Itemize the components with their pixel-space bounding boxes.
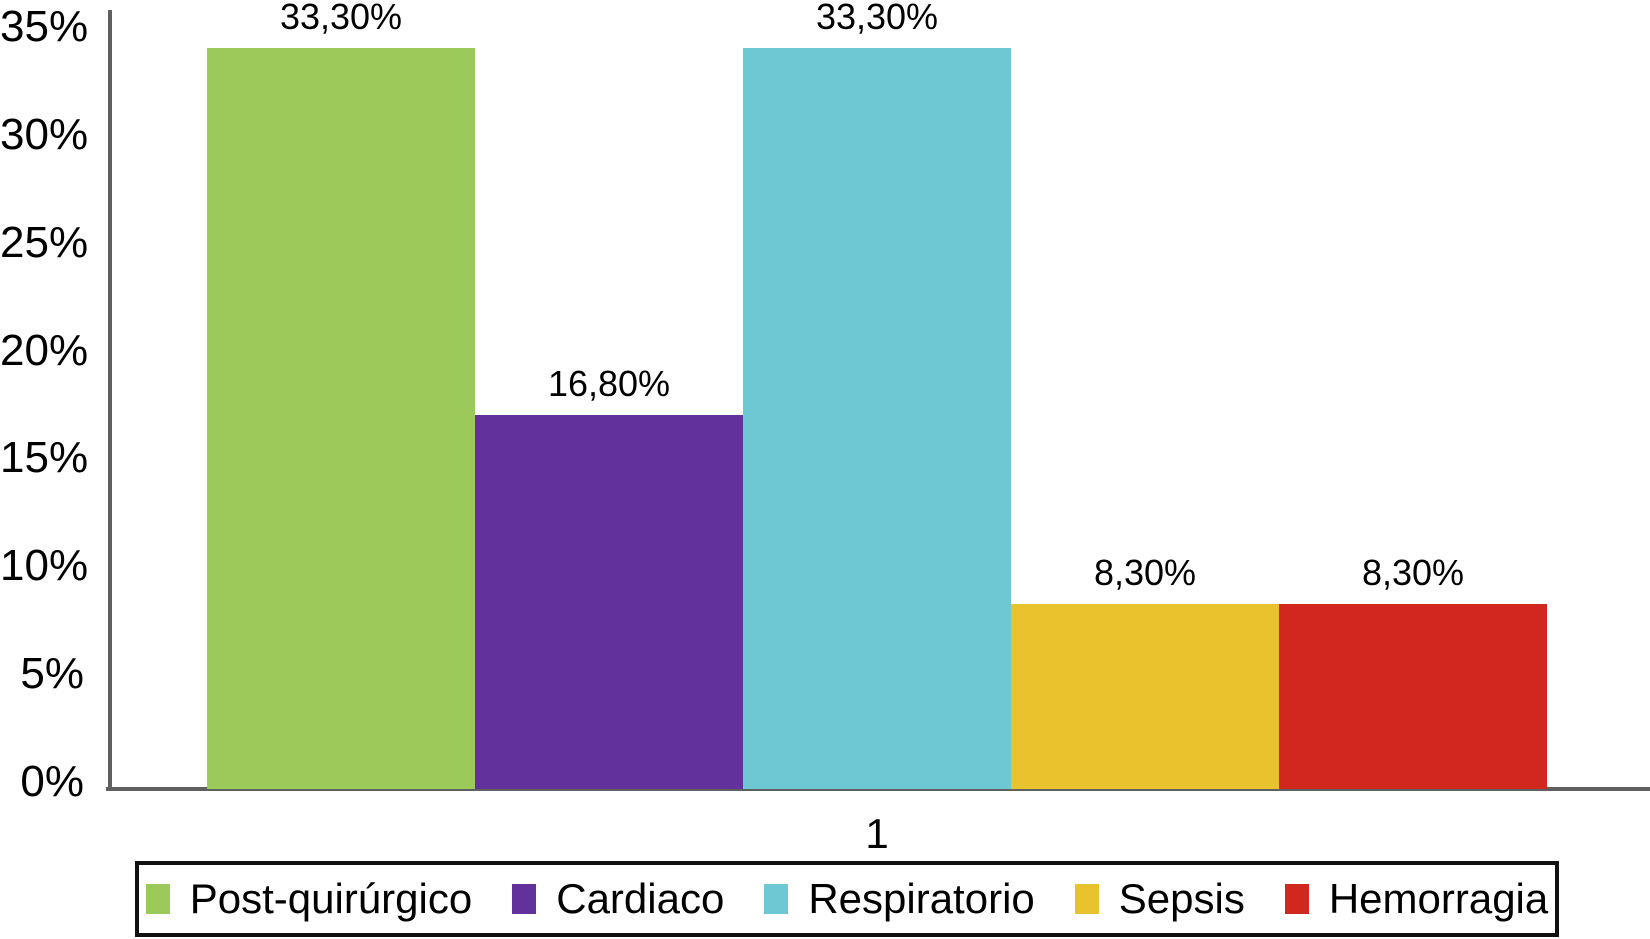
- legend-swatch-respiratorio-icon: [764, 884, 789, 914]
- legend-swatch-hemorragia-icon: [1284, 884, 1309, 914]
- legend-item-cardiaco: Cardiaco: [512, 876, 724, 922]
- bar-post-quirurgico: [207, 48, 475, 789]
- bar-value-label-respiratorio: 33,30%: [815, 0, 939, 37]
- x-axis-line: [106, 787, 1650, 791]
- legend-item-post-quirurgico: Post-quirúrgico: [145, 875, 473, 922]
- y-axis-tick-label-20: 20%: [0, 326, 89, 375]
- bar-value-label-post-quirurgico: 33,30%: [279, 0, 403, 37]
- legend-item-hemorragia: Hemorragia: [1284, 875, 1549, 922]
- bar-cardiaco: [475, 415, 743, 789]
- bar-hemorragia: [1279, 604, 1547, 789]
- bar-value-label-sepsis: 8,30%: [1093, 552, 1197, 593]
- y-axis-line: [108, 10, 112, 791]
- y-axis-tick-label-5: 5%: [20, 649, 84, 698]
- y-axis-tick-label-25: 25%: [0, 218, 89, 267]
- y-axis-tick-label-15: 15%: [0, 433, 89, 482]
- legend-label-respiratorio: Respiratorio: [808, 875, 1035, 922]
- x-axis-category-label: 1: [865, 810, 889, 857]
- legend-item-respiratorio: Respiratorio: [764, 875, 1035, 922]
- bar-sepsis: [1011, 604, 1279, 789]
- bar-respiratorio: [743, 48, 1011, 789]
- legend: Post-quirúrgico Cardiaco Respiratorio Se…: [135, 861, 1559, 937]
- legend-swatch-sepsis-icon: [1074, 884, 1099, 914]
- legend-label-sepsis: Sepsis: [1118, 875, 1245, 922]
- legend-label-cardiaco: Cardiaco: [556, 875, 725, 922]
- legend-item-sepsis: Sepsis: [1074, 875, 1245, 922]
- y-axis-tick-label-30: 30%: [0, 110, 89, 159]
- bar-value-label-cardiaco: 16,80%: [547, 363, 671, 404]
- legend-swatch-cardiaco-icon: [512, 884, 537, 914]
- legend-label-hemorragia: Hemorragia: [1328, 875, 1549, 922]
- y-axis-tick-label-10: 10%: [0, 541, 89, 590]
- legend-label-post-quirurgico: Post-quirúrgico: [189, 875, 473, 922]
- legend-swatch-post-quirurgico-icon: [145, 884, 170, 914]
- y-axis-tick-label-0: 0%: [20, 757, 84, 806]
- y-axis-tick-label-35: 35%: [0, 2, 89, 51]
- bar-value-label-hemorragia: 8,30%: [1361, 552, 1465, 593]
